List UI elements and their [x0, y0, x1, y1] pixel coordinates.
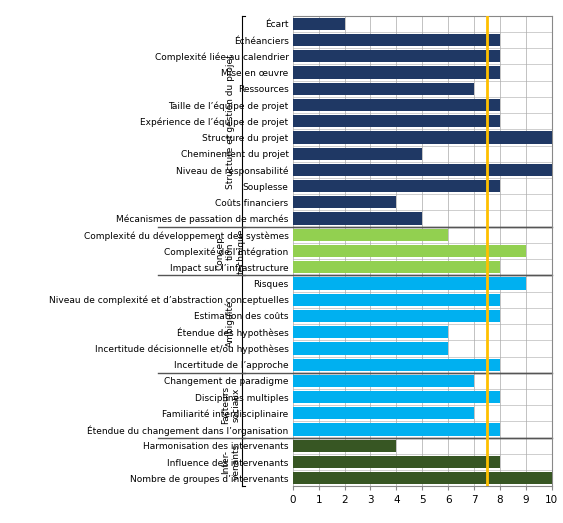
- Bar: [293, 212, 422, 225]
- Bar: [293, 196, 396, 209]
- Bar: [293, 99, 500, 111]
- Text: Ambiguité: Ambiguité: [226, 301, 235, 347]
- Bar: [293, 147, 422, 160]
- Bar: [293, 391, 500, 403]
- Bar: [293, 310, 500, 322]
- Bar: [293, 131, 552, 143]
- Text: Concep-
tion
technique: Concep- tion technique: [216, 229, 245, 274]
- Text: Inter-
venants: Inter- venants: [221, 444, 240, 480]
- Bar: [293, 277, 526, 290]
- Bar: [293, 456, 500, 468]
- Bar: [293, 164, 552, 176]
- Bar: [293, 261, 500, 274]
- Bar: [293, 245, 526, 257]
- Bar: [293, 115, 500, 127]
- Bar: [293, 50, 500, 62]
- Text: Structure et gestion du projet: Structure et gestion du projet: [226, 54, 235, 189]
- Bar: [293, 440, 396, 452]
- Bar: [293, 66, 500, 78]
- Bar: [293, 343, 448, 355]
- Bar: [293, 407, 474, 419]
- Bar: [293, 18, 345, 30]
- Text: Facteurs
sociaux: Facteurs sociaux: [221, 386, 240, 424]
- Bar: [293, 472, 552, 484]
- Bar: [293, 229, 448, 241]
- Bar: [293, 293, 500, 306]
- Bar: [293, 375, 474, 387]
- Bar: [293, 34, 500, 46]
- Bar: [293, 326, 448, 338]
- Bar: [293, 83, 474, 95]
- Bar: [293, 359, 500, 371]
- Bar: [293, 424, 500, 436]
- Bar: [293, 180, 500, 192]
